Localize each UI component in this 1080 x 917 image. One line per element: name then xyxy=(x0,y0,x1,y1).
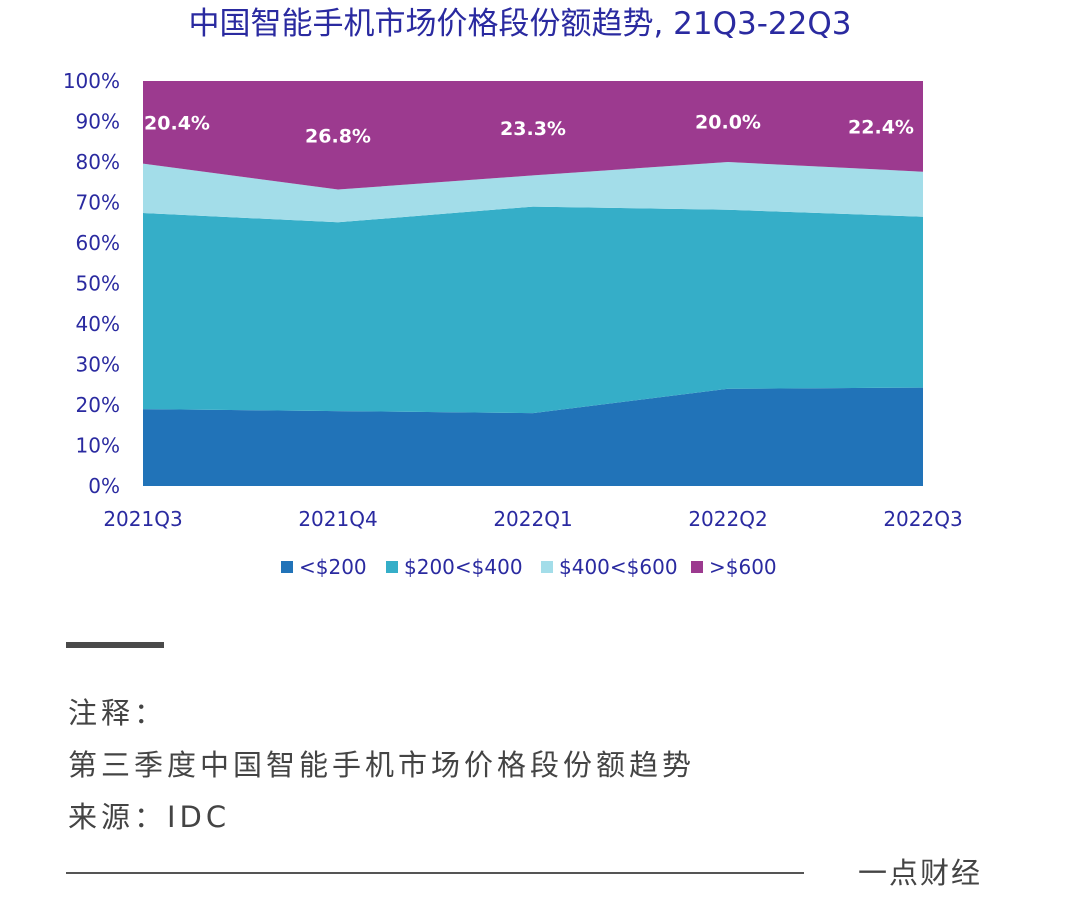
data-label: 20.4% xyxy=(144,112,210,134)
series-area-200lt-400 xyxy=(143,206,923,414)
series-area-lt-200 xyxy=(143,387,923,486)
series-area-400lt-600 xyxy=(143,162,923,223)
legend-swatch xyxy=(281,561,293,573)
series-area-gt-600 xyxy=(143,81,923,190)
y-tick-label: 0% xyxy=(88,474,120,498)
y-tick-label: 20% xyxy=(76,393,120,417)
data-label: 23.3% xyxy=(500,118,566,140)
y-tick-label: 100% xyxy=(63,69,120,93)
legend-label: $200<$400 xyxy=(404,555,523,579)
legend-swatch xyxy=(386,561,398,573)
legend: <$200 $200<$400 $400<$600 >$600 xyxy=(281,555,777,579)
y-tick-label: 40% xyxy=(76,312,120,336)
y-tick-label: 30% xyxy=(76,353,120,377)
y-tick-label: 90% xyxy=(76,110,120,134)
brand-name: 一点财经 xyxy=(858,856,983,890)
x-tick-label: 2021Q4 xyxy=(298,507,377,531)
note-label: 注释： xyxy=(68,696,168,730)
legend-label: >$600 xyxy=(709,555,777,579)
y-tick-label: 70% xyxy=(76,191,120,215)
note-description: 第三季度中国智能手机市场价格段份额趋势 xyxy=(68,748,696,782)
data-label: 22.4% xyxy=(848,116,914,138)
x-tick-label: 2021Q3 xyxy=(103,507,182,531)
legend-swatch xyxy=(691,561,703,573)
y-tick-label: 60% xyxy=(76,231,120,255)
data-label: 26.8% xyxy=(305,125,371,147)
x-tick-label: 2022Q2 xyxy=(688,507,767,531)
footer-divider xyxy=(66,872,804,874)
chart-title: 中国智能手机市场价格段份额趋势, 21Q3-22Q3 xyxy=(188,6,851,42)
section-divider xyxy=(66,642,164,648)
y-tick-label: 10% xyxy=(76,434,120,458)
x-tick-label: 2022Q1 xyxy=(493,507,572,531)
chart: 中国智能手机市场价格段份额趋势, 21Q3-22Q3 20.4% 26.8% 23.… xyxy=(63,6,963,579)
legend-swatch xyxy=(541,561,553,573)
y-axis: 0% 10% 20% 30% 40% 50% 60% 70% 80% 90% 100% xyxy=(63,69,120,498)
y-tick-label: 50% xyxy=(76,272,120,296)
legend-label: $400<$600 xyxy=(559,555,678,579)
y-tick-label: 80% xyxy=(76,150,120,174)
value-labels: 20.4% 26.8% 23.3% 20.0% 22.4% xyxy=(144,112,914,148)
legend-label: <$200 xyxy=(299,555,367,579)
note-source: 来源：IDC xyxy=(68,800,231,834)
x-tick-label: 2022Q3 xyxy=(883,507,962,531)
x-axis: 2021Q3 2021Q4 2022Q1 2022Q2 2022Q3 xyxy=(103,507,962,531)
data-label: 20.0% xyxy=(695,112,761,134)
area-layers xyxy=(143,81,923,486)
